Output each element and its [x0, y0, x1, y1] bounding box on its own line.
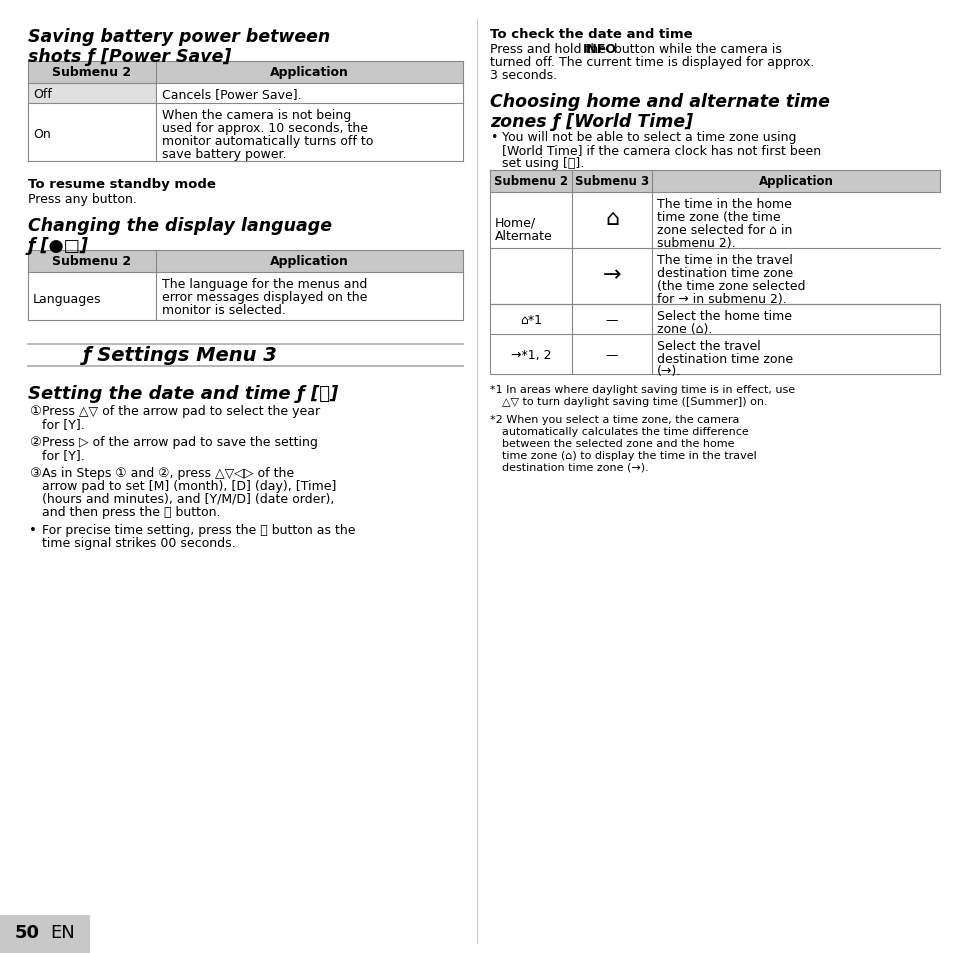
Text: For precise time setting, press the ⓞ button as the: For precise time setting, press the ⓞ bu…: [42, 523, 355, 537]
Text: Submenu 2: Submenu 2: [52, 254, 132, 268]
Text: shots ƒ [Power Save]: shots ƒ [Power Save]: [28, 48, 232, 66]
Text: Home/: Home/: [495, 216, 536, 230]
Text: time zone (⌂) to display the time in the travel: time zone (⌂) to display the time in the…: [501, 451, 756, 460]
Text: *2 When you select a time zone, the camera: *2 When you select a time zone, the came…: [490, 415, 739, 424]
Text: On: On: [33, 128, 51, 141]
Text: To resume standby mode: To resume standby mode: [28, 178, 215, 191]
Text: [World Time] if the camera clock has not first been: [World Time] if the camera clock has not…: [501, 144, 821, 157]
Text: When the camera is not being: When the camera is not being: [162, 109, 351, 122]
Text: —: —: [605, 349, 618, 361]
Text: button while the camera is: button while the camera is: [609, 43, 781, 56]
Text: destination time zone: destination time zone: [657, 353, 792, 366]
Text: ⌂: ⌂: [604, 209, 618, 229]
Text: 3 seconds.: 3 seconds.: [490, 69, 557, 82]
Text: The language for the menus and: The language for the menus and: [162, 277, 367, 291]
Text: Select the travel: Select the travel: [657, 339, 760, 353]
Text: monitor is selected.: monitor is selected.: [162, 304, 286, 316]
Text: Application: Application: [270, 254, 349, 268]
Text: Saving battery power between: Saving battery power between: [28, 28, 330, 46]
Text: Changing the display language: Changing the display language: [28, 216, 332, 234]
Text: ③: ③: [29, 467, 41, 479]
Bar: [0, 915, 90, 953]
Text: You will not be able to select a time zone using: You will not be able to select a time zo…: [501, 131, 796, 144]
Text: Submenu 2: Submenu 2: [494, 174, 567, 188]
Text: ƒ [●□]: ƒ [●□]: [28, 236, 89, 254]
Bar: [28, 251, 462, 273]
Text: Submenu 2: Submenu 2: [52, 66, 132, 79]
Text: Press and hold the: Press and hold the: [490, 43, 609, 56]
Text: zones ƒ [World Time]: zones ƒ [World Time]: [490, 112, 693, 131]
Text: Choosing home and alternate time: Choosing home and alternate time: [490, 92, 829, 111]
Text: Press △▽ of the arrow pad to select the year: Press △▽ of the arrow pad to select the …: [42, 405, 320, 417]
Text: ƒ Settings Menu 3: ƒ Settings Menu 3: [83, 346, 277, 365]
Text: monitor automatically turns off to: monitor automatically turns off to: [162, 135, 373, 148]
Text: Alternate: Alternate: [495, 230, 552, 243]
Bar: [28, 84, 156, 104]
Text: for → in submenu 2).: for → in submenu 2).: [657, 293, 786, 306]
Text: arrow pad to set [M] (month), [D] (day), [Time]: arrow pad to set [M] (month), [D] (day),…: [42, 479, 336, 493]
Text: The time in the travel: The time in the travel: [657, 253, 792, 267]
Text: *1 In areas where daylight saving time is in effect, use: *1 In areas where daylight saving time i…: [490, 385, 794, 395]
Text: Setting the date and time ƒ [⧖]: Setting the date and time ƒ [⧖]: [28, 385, 338, 402]
Text: Select the home time: Select the home time: [657, 310, 791, 323]
Text: for [Y].: for [Y].: [42, 417, 85, 431]
Text: ⌂*1: ⌂*1: [519, 314, 541, 327]
Text: destination time zone: destination time zone: [657, 267, 792, 280]
Text: INFO: INFO: [582, 43, 617, 56]
Bar: [490, 171, 939, 193]
Text: Languages: Languages: [33, 293, 101, 306]
Text: Application: Application: [270, 66, 349, 79]
Text: zone selected for ⌂ in: zone selected for ⌂ in: [657, 224, 792, 236]
Text: zone (⌂).: zone (⌂).: [657, 323, 712, 335]
Text: To check the date and time: To check the date and time: [490, 28, 692, 41]
Text: Cancels [Power Save].: Cancels [Power Save].: [162, 88, 301, 101]
Text: Press any button.: Press any button.: [28, 193, 136, 206]
Text: Application: Application: [758, 174, 833, 188]
Text: error messages displayed on the: error messages displayed on the: [162, 291, 367, 304]
Text: and then press the ⓞ button.: and then press the ⓞ button.: [42, 505, 220, 518]
Text: turned off. The current time is displayed for approx.: turned off. The current time is displaye…: [490, 56, 814, 69]
Text: —: —: [605, 314, 618, 327]
Text: (hours and minutes), and [Y/M/D] (date order),: (hours and minutes), and [Y/M/D] (date o…: [42, 493, 334, 505]
Text: Press ▷ of the arrow pad to save the setting: Press ▷ of the arrow pad to save the set…: [42, 436, 317, 449]
Text: between the selected zone and the home: between the selected zone and the home: [501, 438, 734, 449]
Text: save battery power.: save battery power.: [162, 148, 286, 161]
Text: →*1, 2: →*1, 2: [510, 349, 551, 361]
Text: destination time zone (→).: destination time zone (→).: [501, 462, 648, 473]
Text: The time in the home: The time in the home: [657, 198, 791, 211]
Text: time zone (the time: time zone (the time: [657, 211, 780, 224]
Text: Submenu 3: Submenu 3: [575, 174, 648, 188]
Text: time signal strikes 00 seconds.: time signal strikes 00 seconds.: [42, 537, 235, 550]
Text: △▽ to turn daylight saving time ([Summer]) on.: △▽ to turn daylight saving time ([Summer…: [501, 396, 767, 407]
Text: automatically calculates the time difference: automatically calculates the time differ…: [501, 427, 748, 436]
Text: •: •: [29, 523, 37, 537]
Text: for [Y].: for [Y].: [42, 449, 85, 461]
Text: •: •: [490, 131, 497, 144]
Text: (→).: (→).: [657, 365, 680, 377]
Text: submenu 2).: submenu 2).: [657, 236, 735, 250]
Text: set using [⧖].: set using [⧖].: [501, 157, 583, 170]
Text: As in Steps ① and ②, press △▽◁▷ of the: As in Steps ① and ②, press △▽◁▷ of the: [42, 467, 294, 479]
Text: ①: ①: [29, 405, 41, 417]
Text: Off: Off: [33, 88, 51, 101]
Text: →: →: [602, 265, 620, 285]
Text: used for approx. 10 seconds, the: used for approx. 10 seconds, the: [162, 122, 368, 135]
Text: 50: 50: [15, 923, 40, 941]
Text: EN: EN: [50, 923, 74, 941]
Bar: [28, 62, 462, 84]
Text: (the time zone selected: (the time zone selected: [657, 280, 804, 293]
Text: ②: ②: [29, 436, 41, 449]
